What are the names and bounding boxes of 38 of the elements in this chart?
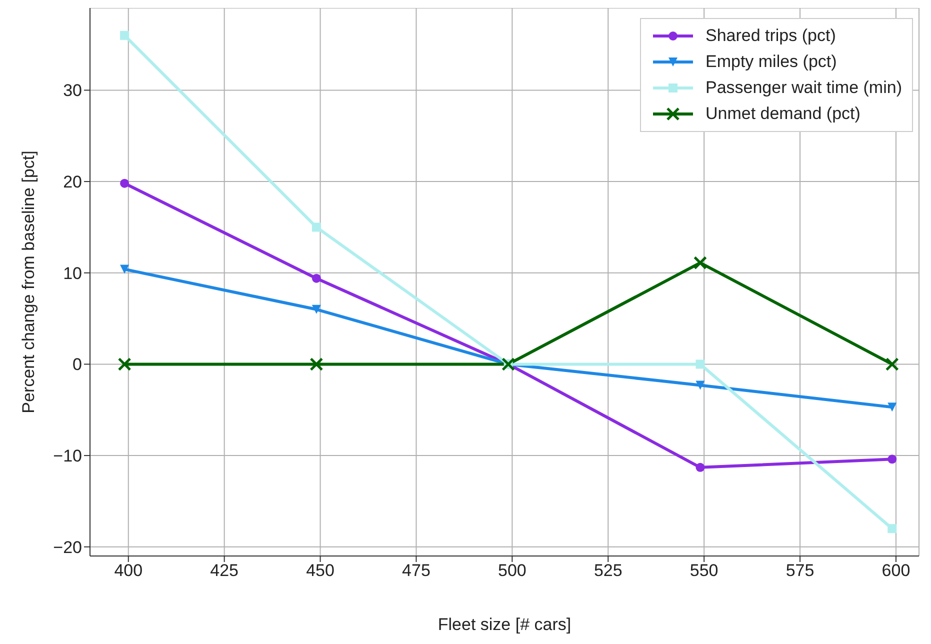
point	[120, 178, 130, 188]
y-tick-label: 20	[63, 172, 82, 192]
x-tick-label: 600	[882, 561, 910, 580]
legend-label: Unmet demand (pct)	[705, 104, 860, 124]
y-axis-title: Percent change from baseline [pct]	[19, 150, 38, 414]
legend-label: Passenger wait time (min)	[705, 78, 902, 98]
point	[312, 304, 321, 314]
x-tick-label: 500	[498, 561, 526, 580]
x-tick-label: 525	[594, 561, 622, 580]
y-tick-label: 0	[72, 355, 82, 374]
point	[885, 357, 899, 371]
x-tick-label: 575	[786, 561, 814, 580]
point	[120, 264, 130, 274]
point	[310, 357, 324, 371]
y-tick-label: −20	[53, 538, 82, 557]
y-tick-label: 30	[63, 81, 82, 100]
point	[696, 380, 705, 390]
point	[888, 454, 897, 464]
legend-label: Empty miles (pct)	[705, 52, 837, 72]
x-axis-title: Fleet size [# cars]	[438, 615, 572, 634]
point	[120, 30, 130, 40]
x-tick-label: 425	[210, 561, 239, 580]
y-tick-label: 10	[63, 264, 82, 283]
point	[502, 357, 516, 371]
point	[888, 524, 897, 534]
x-tick-label: 550	[690, 561, 718, 580]
x-tick-label: 400	[114, 561, 143, 580]
point	[696, 462, 705, 472]
point	[693, 256, 707, 270]
point	[888, 402, 897, 412]
point	[312, 222, 321, 232]
point	[696, 360, 705, 369]
legend-label: Shared trips (pct)	[705, 26, 836, 46]
point	[312, 274, 321, 283]
x-tick-label: 450	[306, 561, 334, 580]
y-tick-label: −10	[53, 446, 82, 466]
x-tick-label: 475	[402, 561, 430, 580]
point	[118, 357, 132, 371]
